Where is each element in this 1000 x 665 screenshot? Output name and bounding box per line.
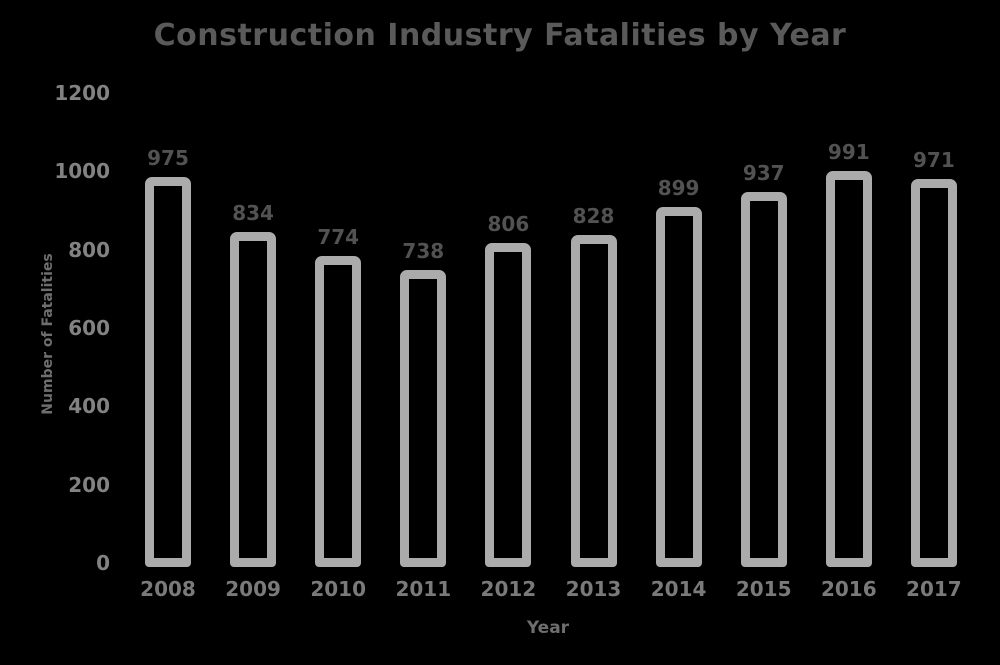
bar-2012	[485, 243, 532, 567]
bar-value-label: 828	[572, 203, 615, 228]
x-tick-label: 2009	[225, 577, 281, 601]
y-tick-label: 0	[96, 551, 110, 575]
bar-value-label: 975	[147, 146, 189, 171]
bar-value-label: 971	[913, 147, 955, 172]
bar-value-label: 899	[657, 175, 700, 200]
bar-2016	[825, 170, 872, 567]
bar-value-label: 937	[742, 161, 785, 185]
x-tick-label: 2008	[140, 577, 196, 601]
x-tick-label: 2013	[565, 577, 622, 601]
bar-value-label: 738	[402, 238, 445, 263]
y-tick-label: 200	[68, 472, 110, 497]
y-tick-label: 400	[68, 394, 110, 419]
bar-value-label: 774	[317, 224, 360, 249]
bar-value-label: 991	[827, 139, 870, 164]
bar-2011	[400, 269, 447, 567]
bar-2013	[570, 234, 617, 567]
bar-2015	[740, 192, 787, 567]
x-tick-label: 2015	[735, 577, 792, 601]
y-tick-label: 800	[68, 237, 110, 262]
bar-value-label: 806	[487, 212, 530, 237]
bar-value-label: 834	[232, 201, 274, 226]
x-axis-label: Year	[526, 618, 570, 638]
x-tick-label: 2012	[480, 577, 537, 601]
x-tick-label: 2016	[820, 577, 877, 601]
x-tick-label: 2010	[310, 577, 367, 601]
y-tick-label: 1200	[54, 81, 110, 105]
bar-2017	[910, 178, 957, 567]
chart-title: Construction Industry Fatalities by Year	[153, 18, 847, 53]
bar-2009	[230, 232, 277, 567]
x-tick-label: 2011	[395, 577, 452, 601]
bar-2010	[315, 255, 362, 567]
y-tick-label: 1000	[54, 159, 110, 184]
x-tick-label: 2017	[906, 577, 962, 601]
bar-2014	[655, 206, 702, 567]
y-tick-label: 600	[68, 316, 110, 340]
x-tick-label: 2014	[650, 577, 707, 601]
bar-2008	[145, 177, 191, 567]
